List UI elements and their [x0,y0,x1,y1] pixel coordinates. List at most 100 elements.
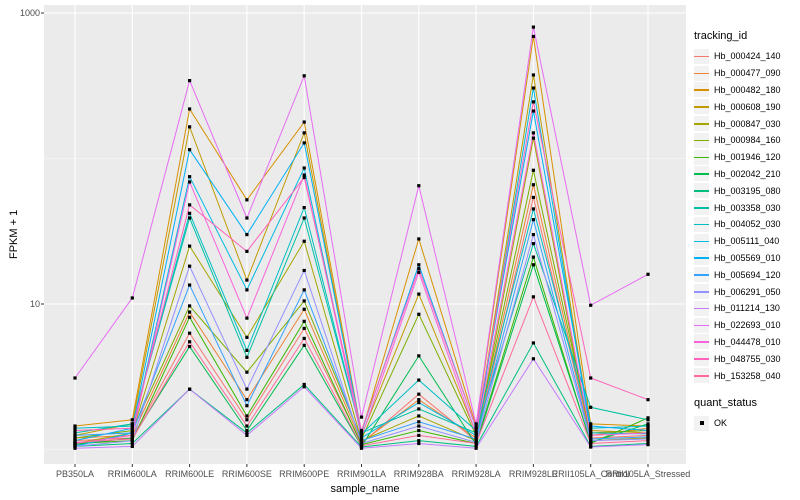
data-point [646,426,650,430]
data-point [646,437,650,441]
data-point [302,382,306,387]
data-point [359,441,364,446]
legend-key-line [694,240,709,243]
data-point [188,340,192,344]
data-point [302,239,306,243]
data-point [531,242,535,246]
data-point [302,166,306,170]
data-point [245,348,249,352]
legend-item-quant: OK [694,415,798,432]
data-point [646,398,650,402]
data-point [646,439,650,443]
data-point [188,175,192,179]
data-point [302,74,306,78]
data-point [302,216,306,220]
legend-item: Hb_000984_160 [694,132,798,149]
data-point [130,444,134,449]
data-point [245,198,249,202]
legend-item-label: Hb_048755_030 [714,353,781,364]
legend-item-label: Hb_002042_210 [714,168,781,179]
legend-item-label: Hb_003358_030 [714,202,781,213]
data-point [417,407,421,411]
data-point [188,315,192,319]
legend-item-label: Hb_005111_040 [714,236,780,247]
data-point [417,267,421,271]
legend-key-line [694,207,709,209]
legend-key [694,216,709,232]
legend-item: Hb_000424_140 [694,48,798,65]
legend-key-line [694,55,709,58]
data-point [302,288,306,292]
data-point [188,283,192,287]
legend-item: Hb_000847_030 [694,115,798,132]
data-point [188,310,192,314]
legend-item: Hb_011214_130 [694,300,798,317]
data-point [130,433,134,437]
legend-key [694,351,709,367]
legend-key-line [694,341,709,343]
legend-key-line [694,72,709,75]
legend-item-label: Hb_006291_050 [714,286,781,297]
legend-key-line [694,139,709,142]
x-tick-label: RRIM901LA [336,469,387,479]
legend-key [694,284,709,300]
legend-key [694,317,709,333]
data-point [589,431,593,435]
data-point [589,441,593,446]
legend-key-line [694,223,709,226]
legend-quant-status: quant_status OK [694,397,798,432]
data-point [73,440,77,444]
data-point [646,422,650,426]
data-point [73,439,77,443]
x-tick-label: RRIM600LA [107,469,157,479]
data-point [130,296,134,300]
data-point [188,203,192,207]
data-point [417,354,421,358]
legend-key [694,132,709,148]
legend-item-label: Hb_000482_180 [714,84,781,95]
data-point [73,433,77,437]
data-point [646,435,650,439]
data-point [245,387,249,391]
data-point [188,244,192,248]
legend-key-line [694,324,709,327]
data-point [245,335,249,339]
data-point [359,428,364,433]
data-point [302,385,306,389]
data-point [646,272,650,276]
data-point [417,292,421,296]
data-point [646,431,650,435]
data-point [531,73,535,77]
legend-item: Hb_004052_030 [694,216,798,233]
data-point [531,136,535,140]
data-point [589,439,593,443]
data-point [245,249,249,253]
data-point [474,425,478,429]
data-point [245,370,249,374]
data-point [188,211,192,215]
legend-item-label: Hb_001946_120 [714,152,781,163]
data-point [245,355,249,359]
data-point [646,443,650,447]
data-point [531,168,535,172]
data-point [417,270,421,274]
data-point [474,422,478,426]
legend-key [694,116,709,132]
data-point [188,148,192,152]
x-tick-label: RRII105LA_Stressed [605,469,691,479]
x-tick-label: PB350LA [55,469,95,479]
legend-key-line [694,257,709,259]
quant-point-icon [699,421,704,426]
data-point [474,441,478,446]
data-point [531,341,535,345]
data-point [130,437,134,441]
legend-key-line [694,89,709,91]
legend-key [694,415,709,431]
data-point [130,418,134,422]
data-point [245,216,249,220]
legend-key-line [694,291,709,293]
data-point [531,195,535,200]
legend-title-quant-status: quant_status [694,396,757,409]
data-point [417,312,421,316]
legend-key [694,82,709,98]
